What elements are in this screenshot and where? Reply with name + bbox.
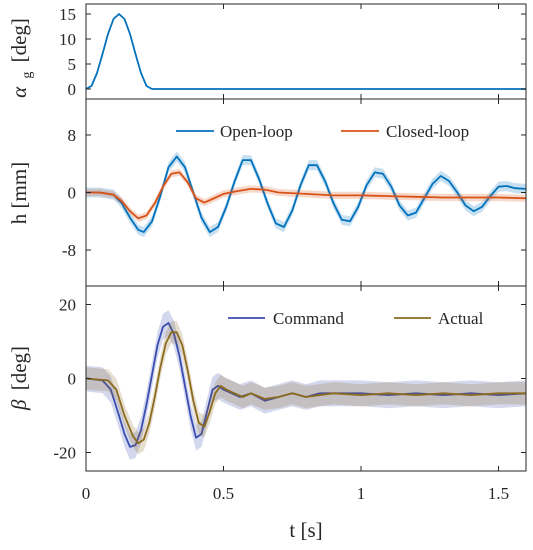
series-line-series-0 xyxy=(86,13,526,90)
series-line-open-loop xyxy=(86,155,526,234)
x-tick-label: 0.5 xyxy=(213,484,234,503)
beta-ylabel: β [deg] xyxy=(7,346,31,411)
y-tick-label: 20 xyxy=(59,296,76,315)
series-line-actual xyxy=(86,331,526,445)
alpha-symbol: α xyxy=(7,86,31,98)
h-legend: Open-loop Closed-loop xyxy=(176,122,469,141)
y-tick-label: 15 xyxy=(59,5,76,24)
band-closed-loop xyxy=(86,168,526,222)
y-tick-label: -8 xyxy=(62,241,76,260)
y-tick-label: 0 xyxy=(68,370,77,389)
band-actual xyxy=(86,321,526,455)
y-tick-label: 0 xyxy=(68,184,77,203)
series-line-closed-loop xyxy=(86,171,526,220)
alpha-ylabel: α g [deg] xyxy=(7,18,36,98)
band-command xyxy=(86,310,526,460)
y-tick-label: -20 xyxy=(53,444,76,463)
alpha-unit: [deg] xyxy=(7,18,31,62)
svg-text:α g [deg]: α g [deg] xyxy=(7,18,36,98)
beta-symbol: β xyxy=(7,399,31,411)
band-open-loop xyxy=(86,151,526,238)
legend-label-closed-loop: Closed-loop xyxy=(386,122,469,141)
x-tick-label: 1.5 xyxy=(488,484,509,503)
y-tick-label: 0 xyxy=(68,80,77,99)
y-tick-label: 5 xyxy=(68,55,77,74)
y-tick-label: 8 xyxy=(68,126,77,145)
legend-label-open-loop: Open-loop xyxy=(220,122,293,141)
beta-unit: [deg] xyxy=(7,346,31,390)
legend-label-actual: Actual xyxy=(438,309,484,328)
alpha-subscript: g xyxy=(20,72,35,79)
y-tick-label: 10 xyxy=(59,30,76,49)
x-tick-label: 0 xyxy=(82,484,91,503)
h-ylabel: h [mm] xyxy=(7,162,31,224)
series-line-command xyxy=(86,322,526,448)
x-axis-label: t [s] xyxy=(289,518,322,542)
legend-label-command: Command xyxy=(273,309,344,328)
x-tick-label: 1 xyxy=(357,484,366,503)
h-panel: -8 0 8 h [mm] Open-loop Closed-loop xyxy=(7,98,527,287)
beta-legend: Command Actual xyxy=(228,309,484,328)
beta-panel: -20 0 20 0 0.5 1 1.5 β [deg] Command Actual t… xyxy=(7,4,527,542)
